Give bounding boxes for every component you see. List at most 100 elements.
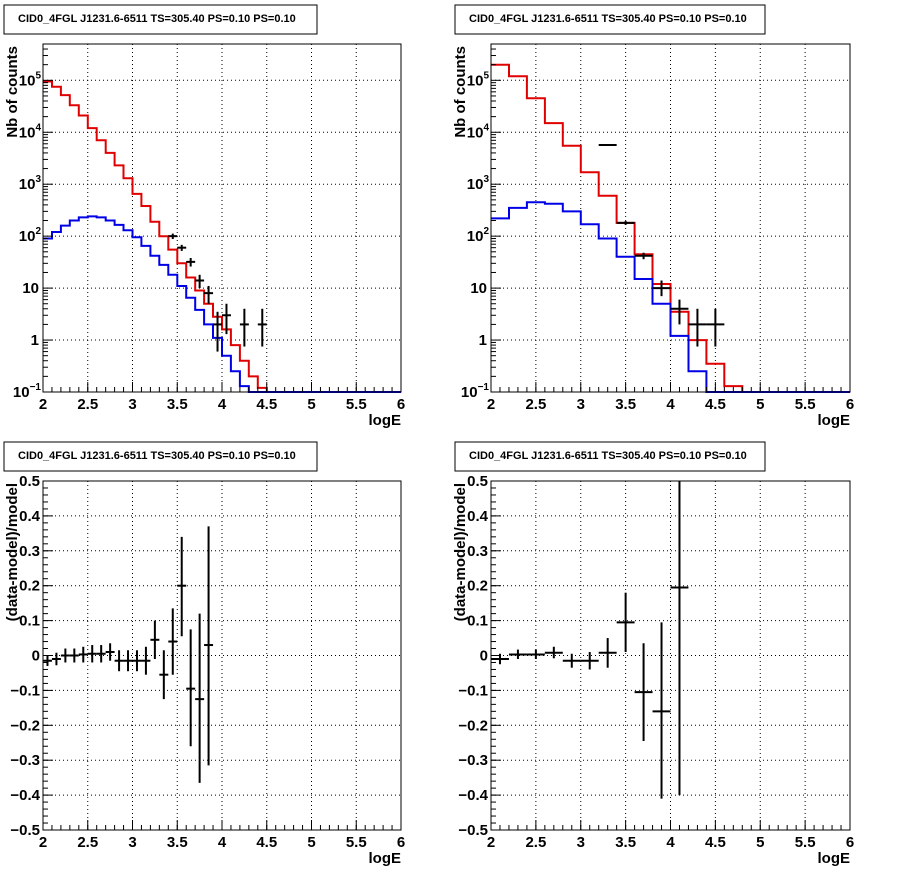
- x-tick-label: 5: [307, 834, 315, 851]
- data-point: [78, 646, 88, 663]
- x-tick-label: 6: [397, 396, 405, 413]
- x-tick-label: 2.5: [77, 834, 98, 851]
- chart-title-box: [454, 441, 766, 472]
- y-tick-label: −0.2: [10, 717, 40, 734]
- x-tick-label: 4: [666, 396, 675, 413]
- x-tick-label: 4.5: [256, 834, 277, 851]
- x-tick-label: 6: [846, 834, 854, 851]
- chart-title-box: [454, 4, 766, 35]
- chart-panel-bottom-left: CID0_4FGL J1231.6-6511 TS=305.40 PS=0.10…: [3, 441, 405, 867]
- data-point: [616, 221, 635, 225]
- data-point: [204, 526, 214, 766]
- data-point: [186, 629, 196, 747]
- x-tick-label: 4.5: [705, 834, 726, 851]
- y-axis-title: (data-model)/model: [4, 483, 21, 621]
- data-point: [598, 143, 617, 146]
- chart-title: CID0_4FGL J1231.6-6511 TS=305.40 PS=0.10…: [18, 13, 296, 25]
- data-point: [706, 308, 725, 347]
- y-tick-label: −0.1: [458, 682, 488, 699]
- x-tick-label: 2: [39, 396, 47, 413]
- data-point: [562, 653, 581, 668]
- chart-title-box: [3, 4, 318, 35]
- chart-title: CID0_4FGL J1231.6-6511 TS=305.40 PS=0.10…: [18, 450, 296, 462]
- data-point: [526, 649, 545, 659]
- y-axis: −0.5 −0.4 −0.3 −0.2 −0.1 0 0.1 0.2 0.3 0.4 0.5(dat…: [452, 473, 501, 839]
- chart-title: CID0_4FGL J1231.6-6511 TS=305.40 PS=0.10…: [469, 450, 747, 462]
- y-tick-label: 102: [19, 226, 42, 245]
- data-point: [213, 311, 222, 352]
- y-tick-label: −0.1: [10, 682, 40, 699]
- x-tick-label: 4: [218, 834, 227, 851]
- y-tick-label: −0.3: [458, 752, 488, 769]
- y-axis-title: Nb of counts: [452, 46, 469, 138]
- data-point: [652, 280, 671, 297]
- data-point: [580, 652, 599, 670]
- data-point: [123, 650, 133, 672]
- data-point: [257, 308, 267, 347]
- y-tick-label: −0.4: [10, 787, 40, 804]
- chart-panel-bottom-right: CID0_4FGL J1231.6-6511 TS=305.40 PS=0.10…: [452, 441, 854, 867]
- x-tick-label: 2: [487, 396, 495, 413]
- data-point: [105, 643, 115, 661]
- y-tick-label: 105: [19, 70, 42, 89]
- data-point: [51, 652, 61, 666]
- x-tick-label: 3.5: [167, 834, 188, 851]
- x-tick-label: 2: [487, 834, 495, 851]
- x-tick-label: 4: [218, 396, 227, 413]
- chart-panel-top-left: CID0_4FGL J1231.6-6511 TS=305.40 PS=0.10…: [3, 4, 405, 429]
- data-point: [195, 274, 205, 289]
- data-point: [616, 592, 635, 653]
- data-point: [598, 638, 617, 668]
- data-point: [159, 650, 169, 700]
- chart-title-box: [3, 441, 318, 472]
- y-tick-label: 105: [467, 70, 490, 89]
- y-tick-label: 0.4: [467, 508, 489, 525]
- data-point: [204, 285, 214, 304]
- x-tick-label: 2.5: [77, 396, 98, 413]
- data-point: [69, 648, 79, 663]
- x-tick-label: 3.5: [615, 396, 636, 413]
- x-tick-label: 5.5: [795, 396, 816, 413]
- data-point: [544, 646, 563, 659]
- y-tick-label: 10: [470, 280, 487, 297]
- x-axis-title: logE: [818, 412, 851, 429]
- chart-title: CID0_4FGL J1231.6-6511 TS=305.40 PS=0.10…: [469, 13, 747, 25]
- y-tick-label: 10: [22, 280, 39, 297]
- y-tick-label: 0.1: [467, 613, 488, 630]
- y-tick-label: −0.2: [458, 717, 488, 734]
- y-tick-label: 0.3: [467, 543, 488, 560]
- y-tick-label: 0.5: [19, 473, 40, 490]
- x-tick-label: 4.5: [256, 396, 277, 413]
- data-point: [60, 648, 70, 663]
- y-tick-label: 1: [31, 332, 39, 349]
- y-tick-label: 0: [480, 648, 488, 665]
- y-tick-label: 0: [32, 648, 40, 665]
- data-points: [168, 233, 267, 352]
- data-point: [132, 650, 142, 672]
- data-point: [177, 244, 187, 251]
- data-point: [670, 481, 689, 796]
- x-axis-title: logE: [369, 850, 402, 867]
- data-points: [491, 481, 689, 799]
- x-tick-label: 5: [307, 396, 315, 413]
- grid-lines: [491, 44, 850, 392]
- y-axis: −0.5 −0.4 −0.3 −0.2 −0.1 0 0.1 0.2 0.3 0.4 0.5(dat…: [4, 473, 53, 839]
- data-point: [508, 649, 527, 659]
- x-tick-label: 2.5: [525, 396, 546, 413]
- grid-lines: [43, 481, 401, 830]
- y-tick-label: 0.4: [19, 508, 41, 525]
- data-point: [96, 645, 106, 663]
- y-tick-label: 10−1: [461, 382, 490, 401]
- data-point: [634, 643, 653, 742]
- y-tick-label: 103: [467, 174, 490, 193]
- data-point: [87, 645, 97, 663]
- y-tick-label: 103: [19, 174, 42, 193]
- data-point: [114, 650, 124, 672]
- y-tick-label: 102: [467, 226, 490, 245]
- y-tick-label: −0.5: [458, 822, 488, 839]
- data-point: [652, 622, 671, 799]
- x-tick-label: 3.5: [167, 396, 188, 413]
- x-axis-title: logE: [818, 850, 851, 867]
- chart-panel-top-right: CID0_4FGL J1231.6-6511 TS=305.40 PS=0.10…: [452, 4, 854, 429]
